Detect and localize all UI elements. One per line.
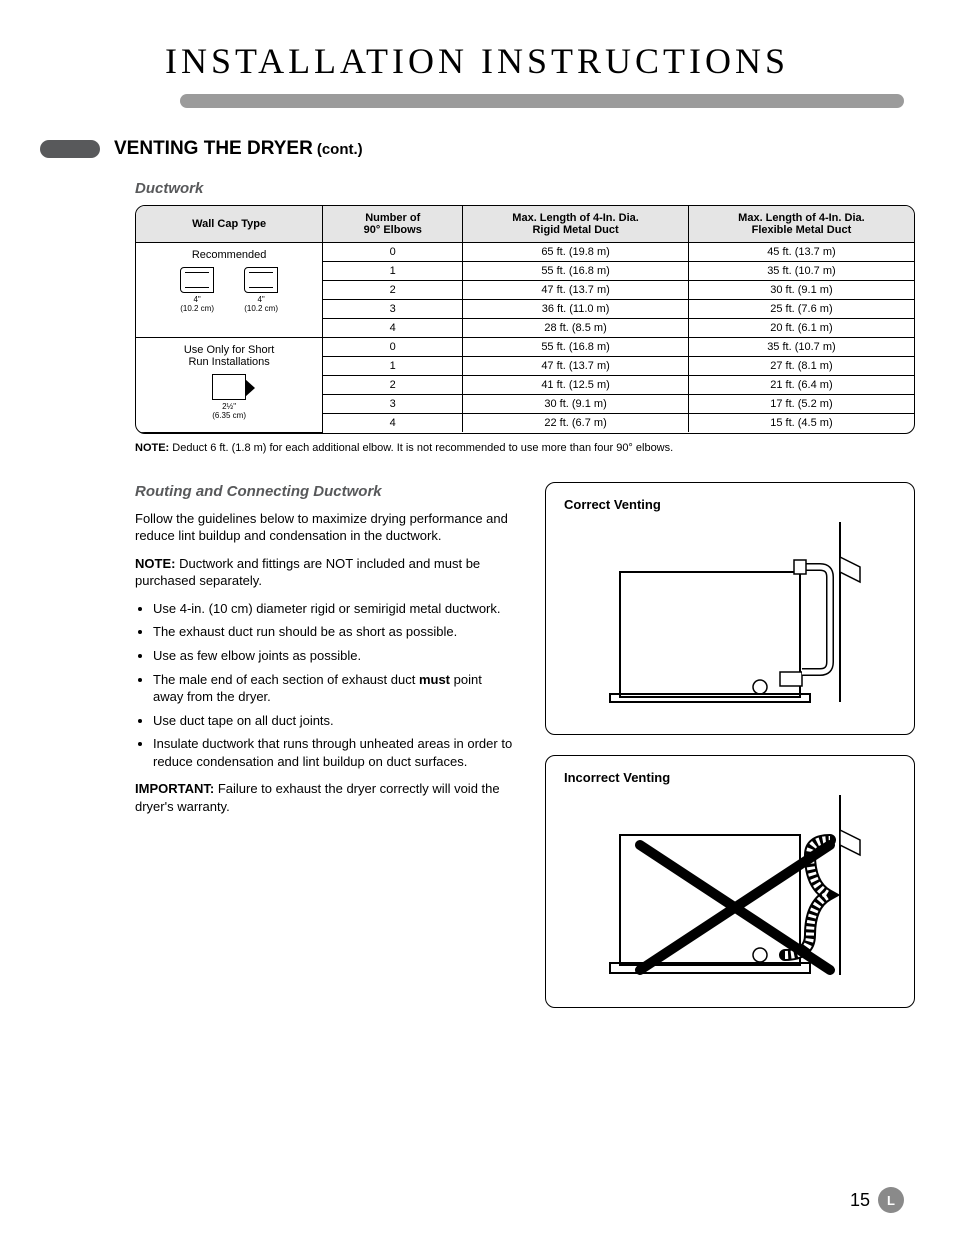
cell: 36 ft. (11.0 m): [463, 300, 689, 319]
cell: 65 ft. (19.8 m): [463, 243, 689, 262]
routing-column: Routing and Connecting Ductwork Follow t…: [135, 482, 515, 1028]
incorrect-venting-icon: [580, 795, 880, 985]
cell: 22 ft. (6.7 m): [463, 414, 689, 433]
page-title: INSTALLATION INSTRUCTIONS: [50, 40, 904, 82]
cell: 3: [323, 395, 463, 414]
cell: 55 ft. (16.8 m): [463, 338, 689, 357]
section-cont: (cont.): [317, 141, 363, 158]
cell: 30 ft. (9.1 m): [463, 395, 689, 414]
wallcap-icon: [180, 267, 214, 293]
cell: 4: [323, 414, 463, 433]
cell: 47 ft. (13.7 m): [463, 357, 689, 376]
diagrams-column: Correct Venting Incorrect Venting: [545, 482, 915, 1028]
cell: 21 ft. (6.4 m): [688, 376, 914, 395]
ductwork-table: Wall Cap Type Number of 90° Elbows Max. …: [135, 205, 915, 434]
cell: 45 ft. (13.7 m): [688, 243, 914, 262]
wallcap-dim: 2½" (6.35 cm): [212, 402, 246, 420]
cell: 55 ft. (16.8 m): [463, 262, 689, 281]
cell: 30 ft. (9.1 m): [688, 281, 914, 300]
incorrect-venting-box: Incorrect Venting: [545, 755, 915, 1008]
wallcap-icon: [212, 374, 246, 400]
bullet: Use duct tape on all duct joints.: [153, 712, 515, 730]
cell: 20 ft. (6.1 m): [688, 319, 914, 338]
ductwork-heading: Ductwork: [135, 180, 904, 197]
ductwork-note: NOTE: Deduct 6 ft. (1.8 m) for each addi…: [135, 442, 915, 454]
wallcap-recommended-label: Recommended: [140, 249, 318, 261]
cell: 41 ft. (12.5 m): [463, 376, 689, 395]
routing-intro: Follow the guidelines below to maximize …: [135, 510, 515, 545]
section-pill-icon: [40, 140, 100, 158]
routing-important: IMPORTANT: Failure to exhaust the dryer …: [135, 780, 515, 815]
wallcap-dim: 4" (10.2 cm): [244, 295, 278, 313]
note-label: NOTE:: [135, 442, 169, 454]
cell: 1: [323, 262, 463, 281]
routing-note: NOTE: Ductwork and fittings are NOT incl…: [135, 555, 515, 590]
wallcap-icon: [244, 267, 278, 293]
cell: 0: [323, 338, 463, 357]
wallcap-recommended: Recommended 4" (10.2 cm) 4" (10.2 cm): [136, 243, 323, 338]
wallcap-dim: 4" (10.2 cm): [180, 295, 214, 313]
bullet: Use 4-in. (10 cm) diameter rigid or semi…: [153, 600, 515, 618]
note-label: NOTE:: [135, 556, 175, 571]
cell: 35 ft. (10.7 m): [688, 338, 914, 357]
page-number: 15: [850, 1190, 870, 1211]
cell: 17 ft. (5.2 m): [688, 395, 914, 414]
col-elbows: Number of 90° Elbows: [323, 206, 463, 243]
bullet: The male end of each section of exhaust …: [153, 671, 515, 706]
col-rigid: Max. Length of 4-In. Dia. Rigid Metal Du…: [463, 206, 689, 243]
bullet: Insulate ductwork that runs through unhe…: [153, 735, 515, 770]
cell: 2: [323, 281, 463, 300]
note-text: Deduct 6 ft. (1.8 m) for each additional…: [172, 442, 673, 454]
correct-venting-box: Correct Venting: [545, 482, 915, 735]
wallcap-shortrun: Use Only for Short Run Installations 2½"…: [136, 338, 323, 433]
cell: 0: [323, 243, 463, 262]
cell: 28 ft. (8.5 m): [463, 319, 689, 338]
bullet: The exhaust duct run should be as short …: [153, 623, 515, 641]
section-header: VENTING THE DRYER (cont.): [50, 138, 904, 160]
wallcap-shortrun-label: Use Only for Short Run Installations: [140, 344, 318, 368]
cell: 1: [323, 357, 463, 376]
correct-venting-icon: [580, 522, 880, 712]
lg-logo-icon: L: [878, 1187, 904, 1213]
cell: 47 ft. (13.7 m): [463, 281, 689, 300]
cell: 27 ft. (8.1 m): [688, 357, 914, 376]
cell: 15 ft. (4.5 m): [688, 414, 914, 433]
cell: 3: [323, 300, 463, 319]
cell: 2: [323, 376, 463, 395]
routing-heading: Routing and Connecting Ductwork: [135, 482, 515, 502]
cell: 35 ft. (10.7 m): [688, 262, 914, 281]
title-divider-bar: [180, 94, 904, 108]
bullet: Use as few elbow joints as possible.: [153, 647, 515, 665]
correct-venting-label: Correct Venting: [564, 497, 896, 512]
cell: 25 ft. (7.6 m): [688, 300, 914, 319]
page-footer: 15 L: [850, 1187, 904, 1213]
cell: 4: [323, 319, 463, 338]
col-flex: Max. Length of 4-In. Dia. Flexible Metal…: [688, 206, 914, 243]
important-label: IMPORTANT:: [135, 781, 214, 796]
note-text: Ductwork and fittings are NOT included a…: [135, 556, 480, 589]
section-title: VENTING THE DRYER: [114, 138, 313, 160]
routing-bullets: Use 4-in. (10 cm) diameter rigid or semi…: [135, 600, 515, 770]
col-wallcap: Wall Cap Type: [136, 206, 323, 243]
incorrect-venting-label: Incorrect Venting: [564, 770, 896, 785]
